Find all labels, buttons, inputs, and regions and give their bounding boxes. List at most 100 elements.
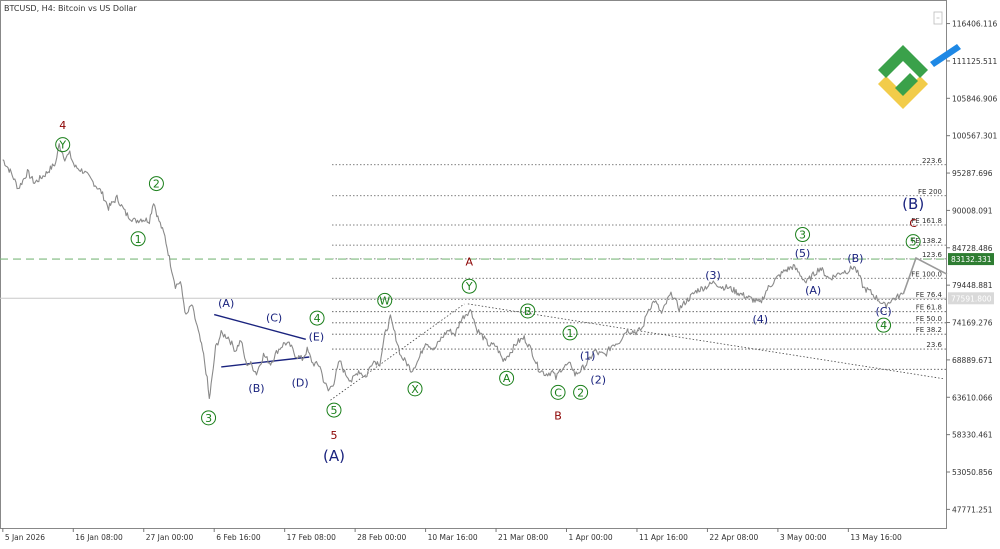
wave-label-circle <box>461 278 477 294</box>
wave-label-circle <box>201 410 217 426</box>
chart-frame <box>0 0 947 529</box>
wave-label-circle <box>550 384 566 400</box>
x-tick-label: 10 Mar 16:00 <box>428 533 478 542</box>
x-tick-label: 5 Jan 2026 <box>5 533 45 542</box>
wave-label: (D) <box>292 376 309 389</box>
x-tick-label: 16 Jan 08:00 <box>75 533 123 542</box>
wave-label: (1) <box>580 350 596 363</box>
price-badge <box>948 292 994 305</box>
wave-label-text: (E) <box>309 330 325 343</box>
wave-label-text: 3 <box>799 229 806 242</box>
wave-label-text: 1 <box>135 233 142 246</box>
wave-label-circle <box>309 310 325 326</box>
wave-label-text: 4 <box>59 119 66 132</box>
fib-level-label: FE 50.0 <box>916 315 942 323</box>
wave-label-text: Y <box>58 139 66 152</box>
wave-label-text: 3 <box>205 412 212 425</box>
logo-yellow-chevron <box>878 76 928 109</box>
plot-border <box>0 0 947 529</box>
x-tick-label: 11 Apr 16:00 <box>639 533 688 542</box>
wave-label-circle <box>562 325 578 341</box>
y-tick-label: 58330.461 <box>952 431 993 440</box>
wave-label: 5 <box>330 429 337 442</box>
x-tick-label: 22 Apr 08:00 <box>709 533 758 542</box>
wave-label: 1 <box>130 231 146 247</box>
y-tick-label: 47771.251 <box>952 505 993 514</box>
wave-label: (2) <box>590 374 606 387</box>
wave-label: 1 <box>562 325 578 341</box>
wave-label: 3 <box>201 410 217 426</box>
fib-level-label: FE 61.8 <box>916 304 942 312</box>
fib-level-label: FE 100.0 <box>911 270 942 278</box>
projection-path <box>902 256 948 295</box>
logo-green-bar <box>895 73 918 96</box>
wave-label-text: 5 <box>330 404 337 417</box>
y-tick-label: 63610.066 <box>952 393 993 402</box>
y-tick-label: 74169.276 <box>952 319 993 328</box>
wave-label: 4 <box>309 310 325 326</box>
wave-label-text: X <box>411 383 419 396</box>
wave-label-text: 4 <box>314 312 321 325</box>
wave-label-circle <box>795 227 811 243</box>
wave-label: 2 <box>148 176 164 192</box>
triangle-trendline <box>214 313 306 340</box>
fib-level-label: FE 38.2 <box>916 326 942 334</box>
wave-label-text: A <box>466 255 474 268</box>
fib-level-label: FE 161.8 <box>911 217 942 225</box>
wave-label-circle <box>55 137 71 153</box>
wave-label-circle <box>148 176 164 192</box>
wave-label: (A) <box>805 284 821 297</box>
x-tick-label: 6 Feb 16:00 <box>216 533 261 542</box>
wave-label: (5) <box>795 247 811 260</box>
wave-label: 5 <box>905 234 921 250</box>
wave-label: C <box>909 217 917 230</box>
x-tick-label: 28 Feb 00:00 <box>357 533 406 542</box>
wave-label: (3) <box>705 269 721 282</box>
wave-label-text: C <box>554 386 562 399</box>
wave-label-text: (B) <box>847 252 863 265</box>
price-badge <box>948 253 994 266</box>
wave-label-circle <box>573 384 589 400</box>
wave-label-text: (D) <box>292 376 309 389</box>
fib-level-label: FE 200 <box>918 188 942 196</box>
wave-label-text: (B) <box>902 195 924 213</box>
x-tick-label: 13 May 16:00 <box>850 533 902 542</box>
wave-label: B <box>520 303 536 319</box>
wave-label: C <box>550 384 566 400</box>
wave-label-circle <box>377 292 393 308</box>
price-series <box>2 143 948 400</box>
wave-label-circle <box>407 381 423 397</box>
fib-level-label: FE 138.2 <box>911 237 942 245</box>
wave-label: Y <box>55 137 71 153</box>
wave-label-text: 5 <box>910 236 917 249</box>
wave-label: B <box>554 410 562 423</box>
wave-label-text: C <box>909 217 917 230</box>
wave-label: (4) <box>752 313 768 326</box>
fib-level-label: 23.6 <box>926 341 942 349</box>
wave-label-text: B <box>554 410 562 423</box>
dotted-trendline <box>330 303 465 401</box>
wave-label: 2 <box>573 384 589 400</box>
y-tick-label: 111125.511 <box>952 57 998 66</box>
wave-label-text: 5 <box>330 429 337 442</box>
wave-label-text: 2 <box>153 178 160 191</box>
logo-green-chevron <box>878 45 928 78</box>
wave-label: (A) <box>323 447 345 465</box>
trendlines <box>214 303 945 401</box>
y-tick-label: 95287.696 <box>952 169 993 178</box>
wave-label-text: 2 <box>577 386 584 399</box>
price-badge-label: 77591.800 <box>951 294 992 303</box>
x-tick-label: 17 Feb 08:00 <box>287 533 336 542</box>
dotted-trendline <box>467 303 945 380</box>
y-tick-label: 53050.856 <box>952 468 993 477</box>
fib-level-label: FE 76.4 <box>916 291 943 299</box>
wave-label-text: (C) <box>875 305 891 318</box>
window-control-icon[interactable] <box>933 11 943 25</box>
wave-label-text: A <box>503 372 511 385</box>
wave-label: Y <box>461 278 477 294</box>
wave-label-circle <box>130 231 146 247</box>
chart-title: BTCUSD, H4: Bitcoin vs US Dollar <box>4 4 137 13</box>
wave-label: 3 <box>795 227 811 243</box>
